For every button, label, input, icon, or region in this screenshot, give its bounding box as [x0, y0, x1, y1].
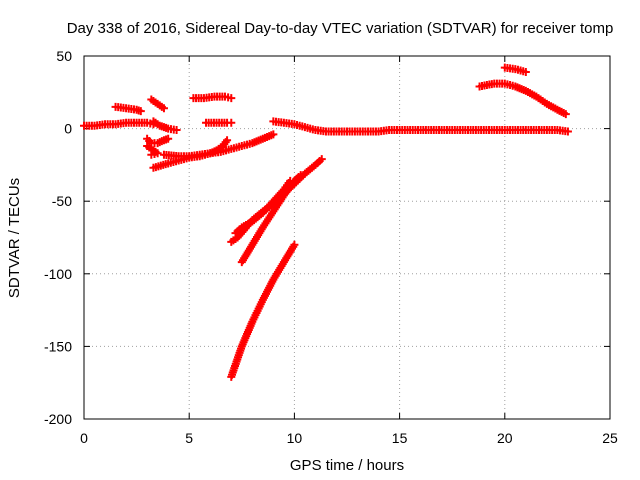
y-axis-label: SDTVAR / TECUs — [6, 178, 23, 298]
data-point — [147, 150, 156, 159]
data-point — [164, 134, 173, 143]
data-point — [227, 94, 236, 103]
grid-lines — [84, 56, 610, 419]
data-point — [286, 176, 295, 185]
x-tick-label: 5 — [185, 430, 193, 446]
data-point — [223, 136, 232, 145]
series-arc-baseline-early — [80, 118, 158, 130]
data-point — [227, 118, 236, 127]
series-arc-3 — [147, 95, 168, 113]
x-tick-label: 0 — [80, 430, 88, 446]
x-tick-label: 20 — [497, 430, 513, 446]
data-point — [296, 171, 305, 180]
series-arc-5 — [143, 134, 173, 148]
data-point — [172, 126, 181, 135]
series-arc-9 — [189, 92, 236, 103]
y-tick-label: -200 — [44, 411, 72, 427]
x-tick-label: 25 — [602, 430, 618, 446]
x-axis-label: GPS time / hours — [290, 457, 404, 474]
data-point — [269, 130, 278, 139]
x-axis-ticks: 0 5 10 15 20 25 — [80, 56, 618, 446]
chart-title: Day 338 of 2016, Sidereal Day-to-day VTE… — [67, 20, 614, 37]
series-arc-10 — [202, 118, 236, 127]
data-point — [521, 67, 530, 76]
series-arc-11 — [269, 117, 572, 136]
y-axis-ticks: 50 0 -50 -100 -150 -200 — [44, 48, 610, 427]
data-point — [136, 107, 145, 116]
x-tick-label: 15 — [392, 430, 408, 446]
y-tick-label: 0 — [64, 121, 72, 137]
data-point — [290, 240, 299, 249]
y-tick-label: -150 — [44, 338, 72, 354]
series-arc-13 — [237, 171, 305, 267]
data-point — [563, 127, 572, 136]
y-tick-label: 50 — [56, 48, 72, 64]
series-arc-2 — [111, 102, 145, 116]
data-series — [80, 63, 572, 381]
series-arc-17 — [500, 63, 530, 76]
y-tick-label: -50 — [52, 193, 72, 209]
series-arc-14 — [231, 176, 295, 238]
series-arc-6 — [143, 142, 162, 159]
x-tick-label: 10 — [287, 430, 303, 446]
series-arc-16 — [475, 79, 570, 119]
series-arc-15 — [227, 240, 299, 381]
data-point — [159, 104, 168, 113]
data-point — [561, 110, 570, 119]
series-arc-8 — [159, 130, 278, 161]
y-tick-label: -100 — [44, 266, 72, 282]
series-arc-4 — [149, 117, 181, 135]
data-point — [317, 155, 326, 164]
plot-frame — [83, 55, 611, 420]
